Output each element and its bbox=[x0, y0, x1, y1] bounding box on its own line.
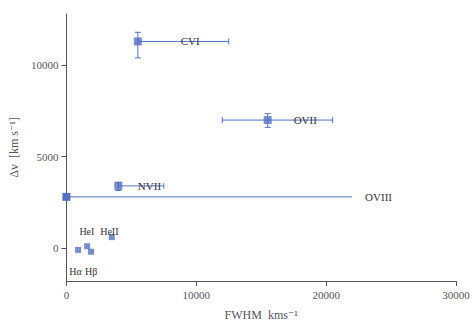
svg-text:FWHM kms⁻¹: FWHM kms⁻¹ bbox=[225, 308, 299, 322]
svg-text:20000: 20000 bbox=[312, 289, 340, 301]
svg-text:30000: 30000 bbox=[442, 289, 470, 301]
svg-text:Hβ: Hβ bbox=[85, 266, 97, 277]
svg-text:0: 0 bbox=[64, 289, 70, 301]
svg-text:CVI: CVI bbox=[181, 35, 200, 47]
svg-text:Δv [km s⁻¹]: Δv [km s⁻¹] bbox=[7, 117, 21, 178]
svg-text:NVII: NVII bbox=[138, 180, 162, 192]
svg-text:5000: 5000 bbox=[36, 151, 59, 163]
svg-text:HeI: HeI bbox=[79, 226, 94, 237]
svg-text:10000: 10000 bbox=[183, 289, 211, 301]
svg-text:HeII: HeII bbox=[100, 226, 118, 237]
svg-text:OVIII: OVIII bbox=[365, 191, 392, 203]
svg-text:10000: 10000 bbox=[31, 59, 59, 71]
svg-text:Hα: Hα bbox=[69, 266, 82, 277]
svg-text:0: 0 bbox=[53, 242, 59, 254]
svg-text:OVII: OVII bbox=[294, 114, 318, 126]
